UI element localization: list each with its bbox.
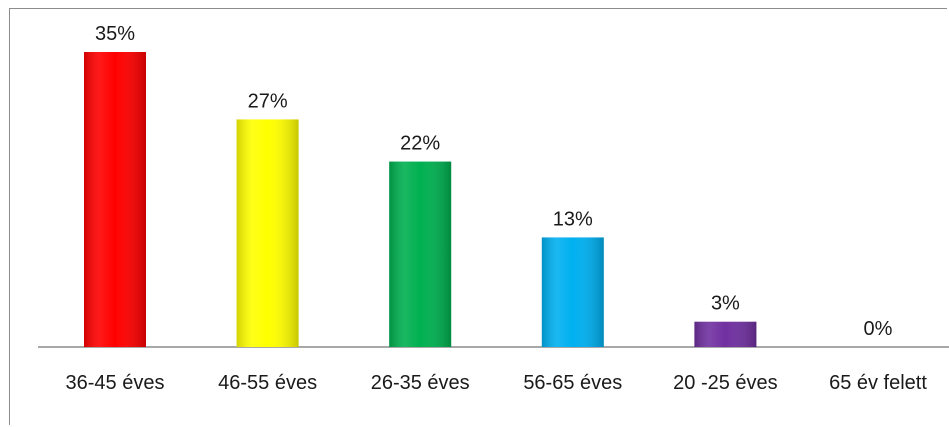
category-label-6: 65 év felett bbox=[829, 372, 927, 394]
bar-shading-5 bbox=[694, 321, 757, 347]
category-label-5: 20 -25 éves bbox=[673, 372, 778, 394]
data-label-4: 13% bbox=[553, 208, 593, 230]
chart-area bbox=[9, 8, 947, 425]
bar-shading-3 bbox=[389, 161, 452, 347]
data-label-3: 22% bbox=[400, 133, 440, 155]
category-label-4: 56-65 éves bbox=[523, 372, 622, 394]
category-label-3: 26-35 éves bbox=[371, 372, 470, 394]
bar-shading-1 bbox=[84, 52, 146, 347]
bar-shading-2 bbox=[236, 119, 299, 347]
data-label-5: 3% bbox=[711, 293, 740, 315]
data-label-1: 35% bbox=[95, 23, 135, 45]
data-label-6: 0% bbox=[864, 318, 893, 340]
category-label-2: 46-55 éves bbox=[218, 372, 317, 394]
data-label-2: 27% bbox=[248, 90, 288, 112]
bar-shading-4 bbox=[541, 237, 604, 347]
category-label-1: 36-45 éves bbox=[66, 372, 165, 394]
